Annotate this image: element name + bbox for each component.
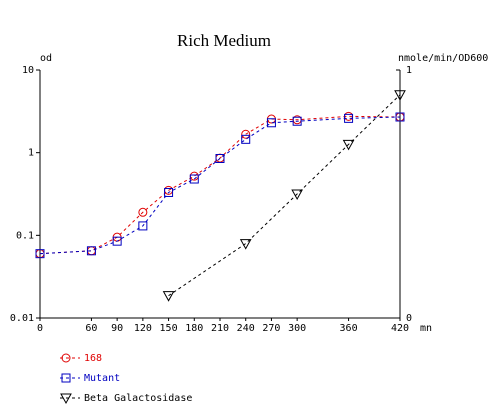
data-point <box>394 90 406 101</box>
x-tick-label: 240 <box>237 323 255 334</box>
y-tick-label: 10 <box>22 65 34 76</box>
data-point <box>112 236 122 246</box>
x-tick-label: 0 <box>37 323 43 334</box>
data-point <box>239 239 252 250</box>
data-point <box>342 139 355 151</box>
y-axis-label: od <box>40 53 52 64</box>
y2-tick-label: 1 <box>406 65 412 76</box>
data-point <box>266 118 276 128</box>
data-point <box>138 221 148 231</box>
x-axis-label: mn <box>420 323 432 334</box>
legend-label: Beta Galactosidase <box>84 393 192 404</box>
data-point <box>164 187 174 197</box>
x-tick-label: 120 <box>134 323 152 334</box>
x-tick-label: 420 <box>391 323 409 334</box>
data-point <box>292 116 302 126</box>
x-tick-label: 210 <box>211 323 229 334</box>
data-point <box>35 249 45 259</box>
data-point <box>215 154 225 164</box>
x-tick-label: 360 <box>340 323 358 334</box>
y-tick-label: 0.1 <box>16 230 34 241</box>
legend-marker <box>60 393 72 405</box>
x-tick-label: 180 <box>185 323 203 334</box>
x-tick-label: 90 <box>111 323 123 334</box>
chart-title: Rich Medium <box>177 31 271 50</box>
legend-marker <box>61 373 71 383</box>
legend-label: 168 <box>84 353 102 364</box>
data-point <box>344 113 354 123</box>
legend-label: Mutant <box>84 373 120 384</box>
data-point <box>241 129 251 139</box>
legend-marker <box>61 353 71 363</box>
series-line <box>39 115 401 255</box>
data-point <box>395 112 405 122</box>
series-line <box>39 116 401 255</box>
x-tick-label: 300 <box>288 323 306 334</box>
data-point <box>86 246 96 256</box>
data-point <box>162 291 175 302</box>
y-tick-label: 0.01 <box>10 313 34 324</box>
data-point <box>241 134 251 144</box>
series-line <box>168 94 401 297</box>
y-tick-label: 1 <box>28 148 34 159</box>
data-point <box>291 189 303 201</box>
data-point <box>138 207 148 217</box>
x-tick-label: 270 <box>262 323 280 334</box>
y2-tick-label: 0 <box>406 313 412 324</box>
x-tick-label: 60 <box>85 323 97 334</box>
x-tick-label: 150 <box>160 323 178 334</box>
data-point <box>189 174 199 184</box>
y2-axis-label: nmole/min/OD600 <box>398 53 488 64</box>
